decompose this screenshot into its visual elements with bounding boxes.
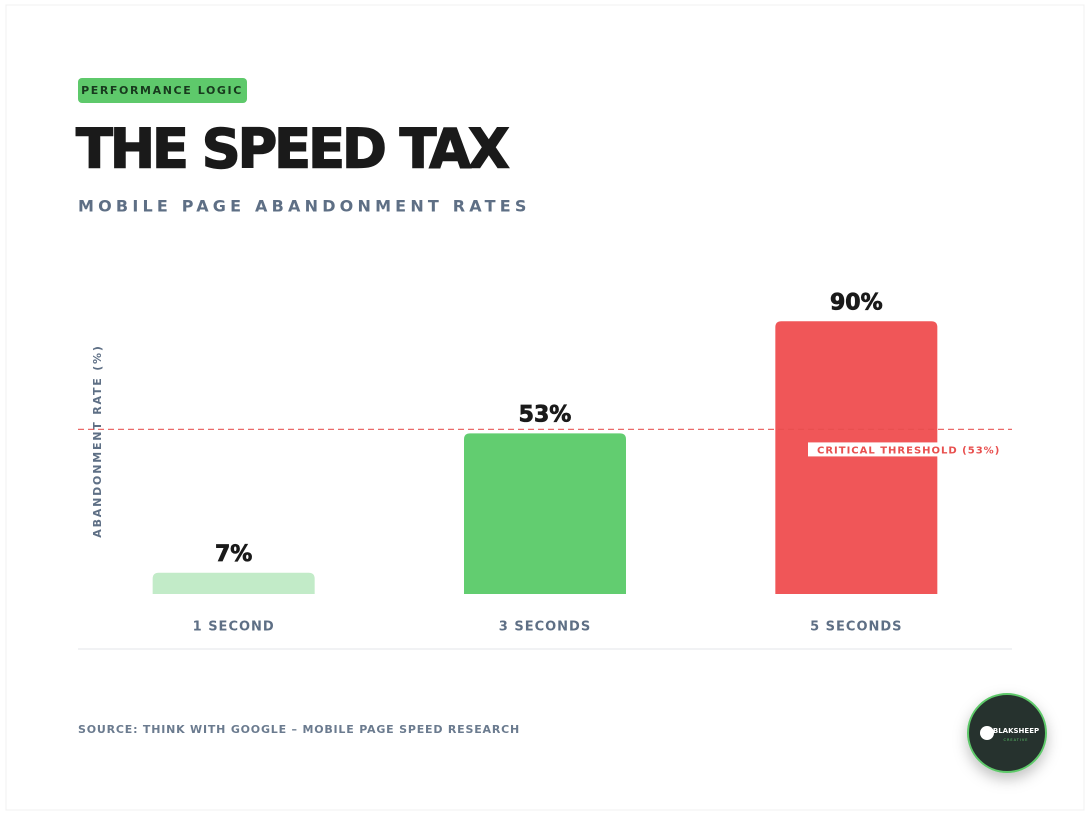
chart-title: THE SPEED TAX	[76, 118, 509, 181]
logo	[967, 693, 1047, 773]
x-tick-label: 3 SECONDS	[499, 620, 591, 635]
x-tick-label: 1 SECOND	[193, 620, 275, 635]
logo-icon	[980, 726, 994, 740]
chart-subtitle: MOBILE PAGE ABANDONMENT RATES	[78, 197, 531, 216]
value-label: 90%	[830, 290, 883, 315]
threshold-label-bg	[808, 442, 986, 457]
bar	[152, 572, 315, 594]
source: SOURCE: THINK WITH GOOGLE – MOBILE PAGE …	[78, 723, 520, 736]
logo-name: BLAKSHEEP	[993, 727, 1039, 735]
value-label: 7%	[215, 542, 252, 567]
bar	[775, 321, 938, 594]
badge-bg	[78, 78, 247, 103]
badge: PERFORMANCE LOGIC	[81, 84, 243, 97]
value-label: 53%	[519, 402, 572, 427]
bar	[464, 433, 626, 594]
x-tick-label: 5 SECONDS	[810, 620, 902, 635]
logo-tagline: CREATIVE	[1004, 738, 1029, 742]
y-axis-label: ABANDONMENT RATE (%)	[91, 344, 104, 537]
threshold-label: CRITICAL THRESHOLD (53%)	[817, 445, 1000, 456]
logo-circle	[967, 693, 1047, 773]
